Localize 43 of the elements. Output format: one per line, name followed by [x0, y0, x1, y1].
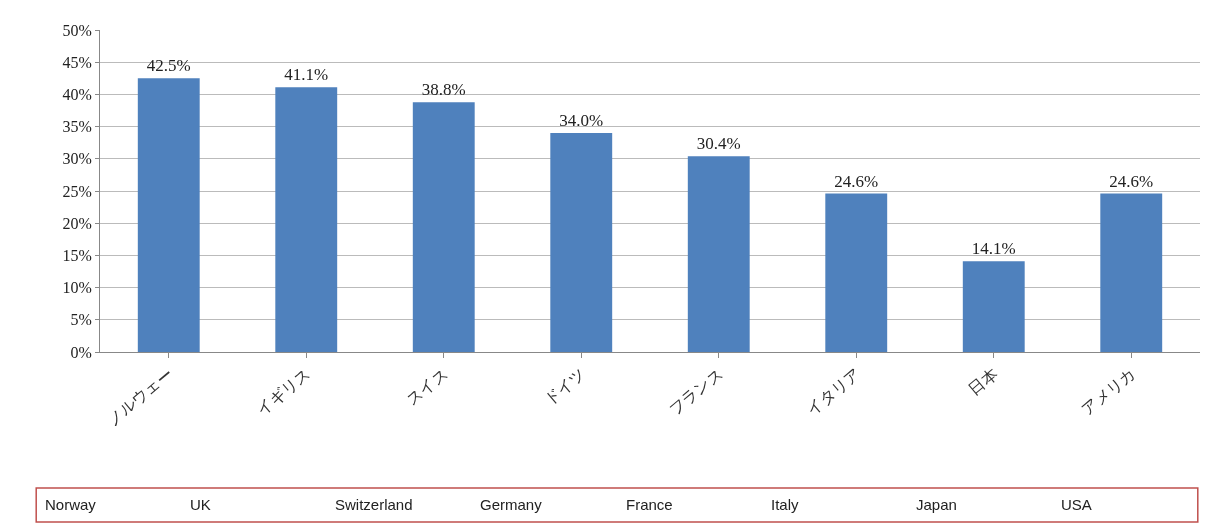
y-tick-label: 0% [70, 343, 92, 361]
text: Japan [916, 496, 957, 513]
text: UK [190, 496, 211, 513]
x-tick-label: ドイツ [539, 363, 589, 410]
y-tick-label: 45% [62, 53, 92, 71]
y-tick-label: 15% [62, 247, 92, 264]
y-tick-label: 35% [62, 118, 92, 136]
bar [962, 261, 1025, 352]
bar [825, 193, 888, 352]
y-tick-label: 50% [62, 21, 92, 39]
data-label: 38.8% [421, 80, 466, 100]
data-label: 30.4% [696, 134, 741, 154]
y-tick-label: 30% [62, 150, 92, 168]
data-label: 34.0% [559, 111, 604, 131]
data-label: 24.6% [1109, 171, 1154, 191]
x-tick-label: イタリア [802, 363, 864, 420]
y-tick-label: 5% [70, 311, 92, 329]
text: Germany [480, 496, 543, 513]
bar [137, 78, 200, 352]
text: Norway [45, 496, 97, 513]
x-tick-label: アメリカ [1077, 363, 1139, 420]
text: Italy [771, 496, 800, 513]
text: France [626, 496, 673, 513]
bar [687, 156, 750, 352]
data-label: 24.6% [834, 171, 879, 191]
x-tick-label: 日本 [964, 363, 1002, 399]
x-tick-label: スイス [402, 363, 452, 410]
text: Switzerland [335, 496, 413, 513]
y-tick-label: 20% [62, 214, 92, 232]
data-label: 14.1% [971, 239, 1016, 259]
y-tick-label: 40% [62, 86, 92, 103]
bar [412, 102, 475, 352]
data-label: 42.5% [146, 56, 191, 76]
y-tick-label: 25% [62, 182, 92, 200]
text: USA [1061, 496, 1092, 513]
x-tick-label: ノルウェー [102, 363, 177, 430]
data-label: 41.1% [284, 65, 329, 85]
bar [275, 87, 338, 352]
x-tick-label: イギリス [252, 363, 314, 420]
bar [1100, 193, 1163, 352]
y-tick-label: 10% [62, 279, 92, 297]
x-tick-label: フランス [665, 363, 727, 420]
bar [550, 133, 613, 352]
